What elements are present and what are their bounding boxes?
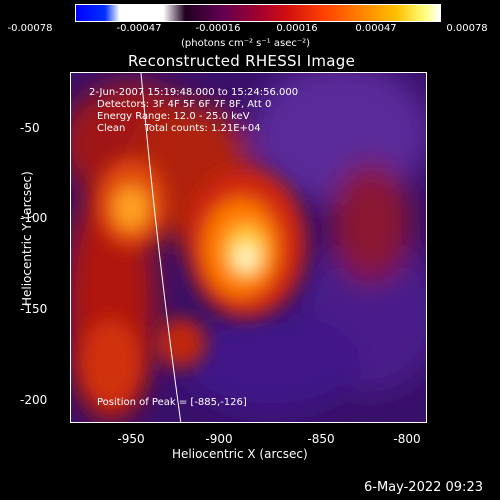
- peak-position-annotation: Position of Peak = [-885,-126]: [97, 397, 247, 408]
- x-tick: -950: [117, 432, 145, 446]
- detectors-annotation: Detectors: 3F 4F 5F 6F 7F 8F, Att 0: [97, 99, 272, 110]
- timestamp: 6-May-2022 09:23: [364, 480, 483, 495]
- time-range-annotation: 2-Jun-2007 15:19:48.000 to 15:24:56.000: [89, 87, 299, 98]
- y-tick: -100: [20, 211, 48, 225]
- colorbar-tick: 0.00016: [276, 23, 318, 34]
- energy-annotation: Energy Range: 12.0 - 25.0 keV: [97, 111, 250, 122]
- colorbar-tick: -0.00078: [7, 23, 53, 34]
- x-axis-label: Heliocentric X (arcsec): [172, 447, 308, 461]
- y-axis-label: Heliocentric Y (arcsec): [20, 171, 34, 306]
- colorbar-tick: -0.00016: [195, 23, 241, 34]
- y-tick: -150: [20, 302, 48, 316]
- x-tick: -850: [307, 432, 335, 446]
- x-tick: -800: [393, 432, 421, 446]
- rhessi-image-plot: 2-Jun-2007 15:19:48.000 to 15:24:56.000 …: [70, 72, 427, 423]
- colorbar-tick: -0.00047: [116, 23, 162, 34]
- y-tick: -200: [20, 393, 48, 407]
- colorbar-units: (photons cm⁻² s⁻¹ asec⁻²): [181, 38, 311, 49]
- colorbar-tick: 0.00078: [446, 23, 488, 34]
- colorbar-tick: 0.00047: [355, 23, 397, 34]
- image-title: Reconstructed RHESSI Image: [128, 52, 356, 70]
- colorbar: [75, 4, 441, 22]
- rhessi-image: [71, 73, 426, 422]
- method-annotation: Clean Total counts: 1.21E+04: [97, 123, 261, 134]
- y-tick: -50: [20, 121, 40, 135]
- x-tick: -900: [205, 432, 233, 446]
